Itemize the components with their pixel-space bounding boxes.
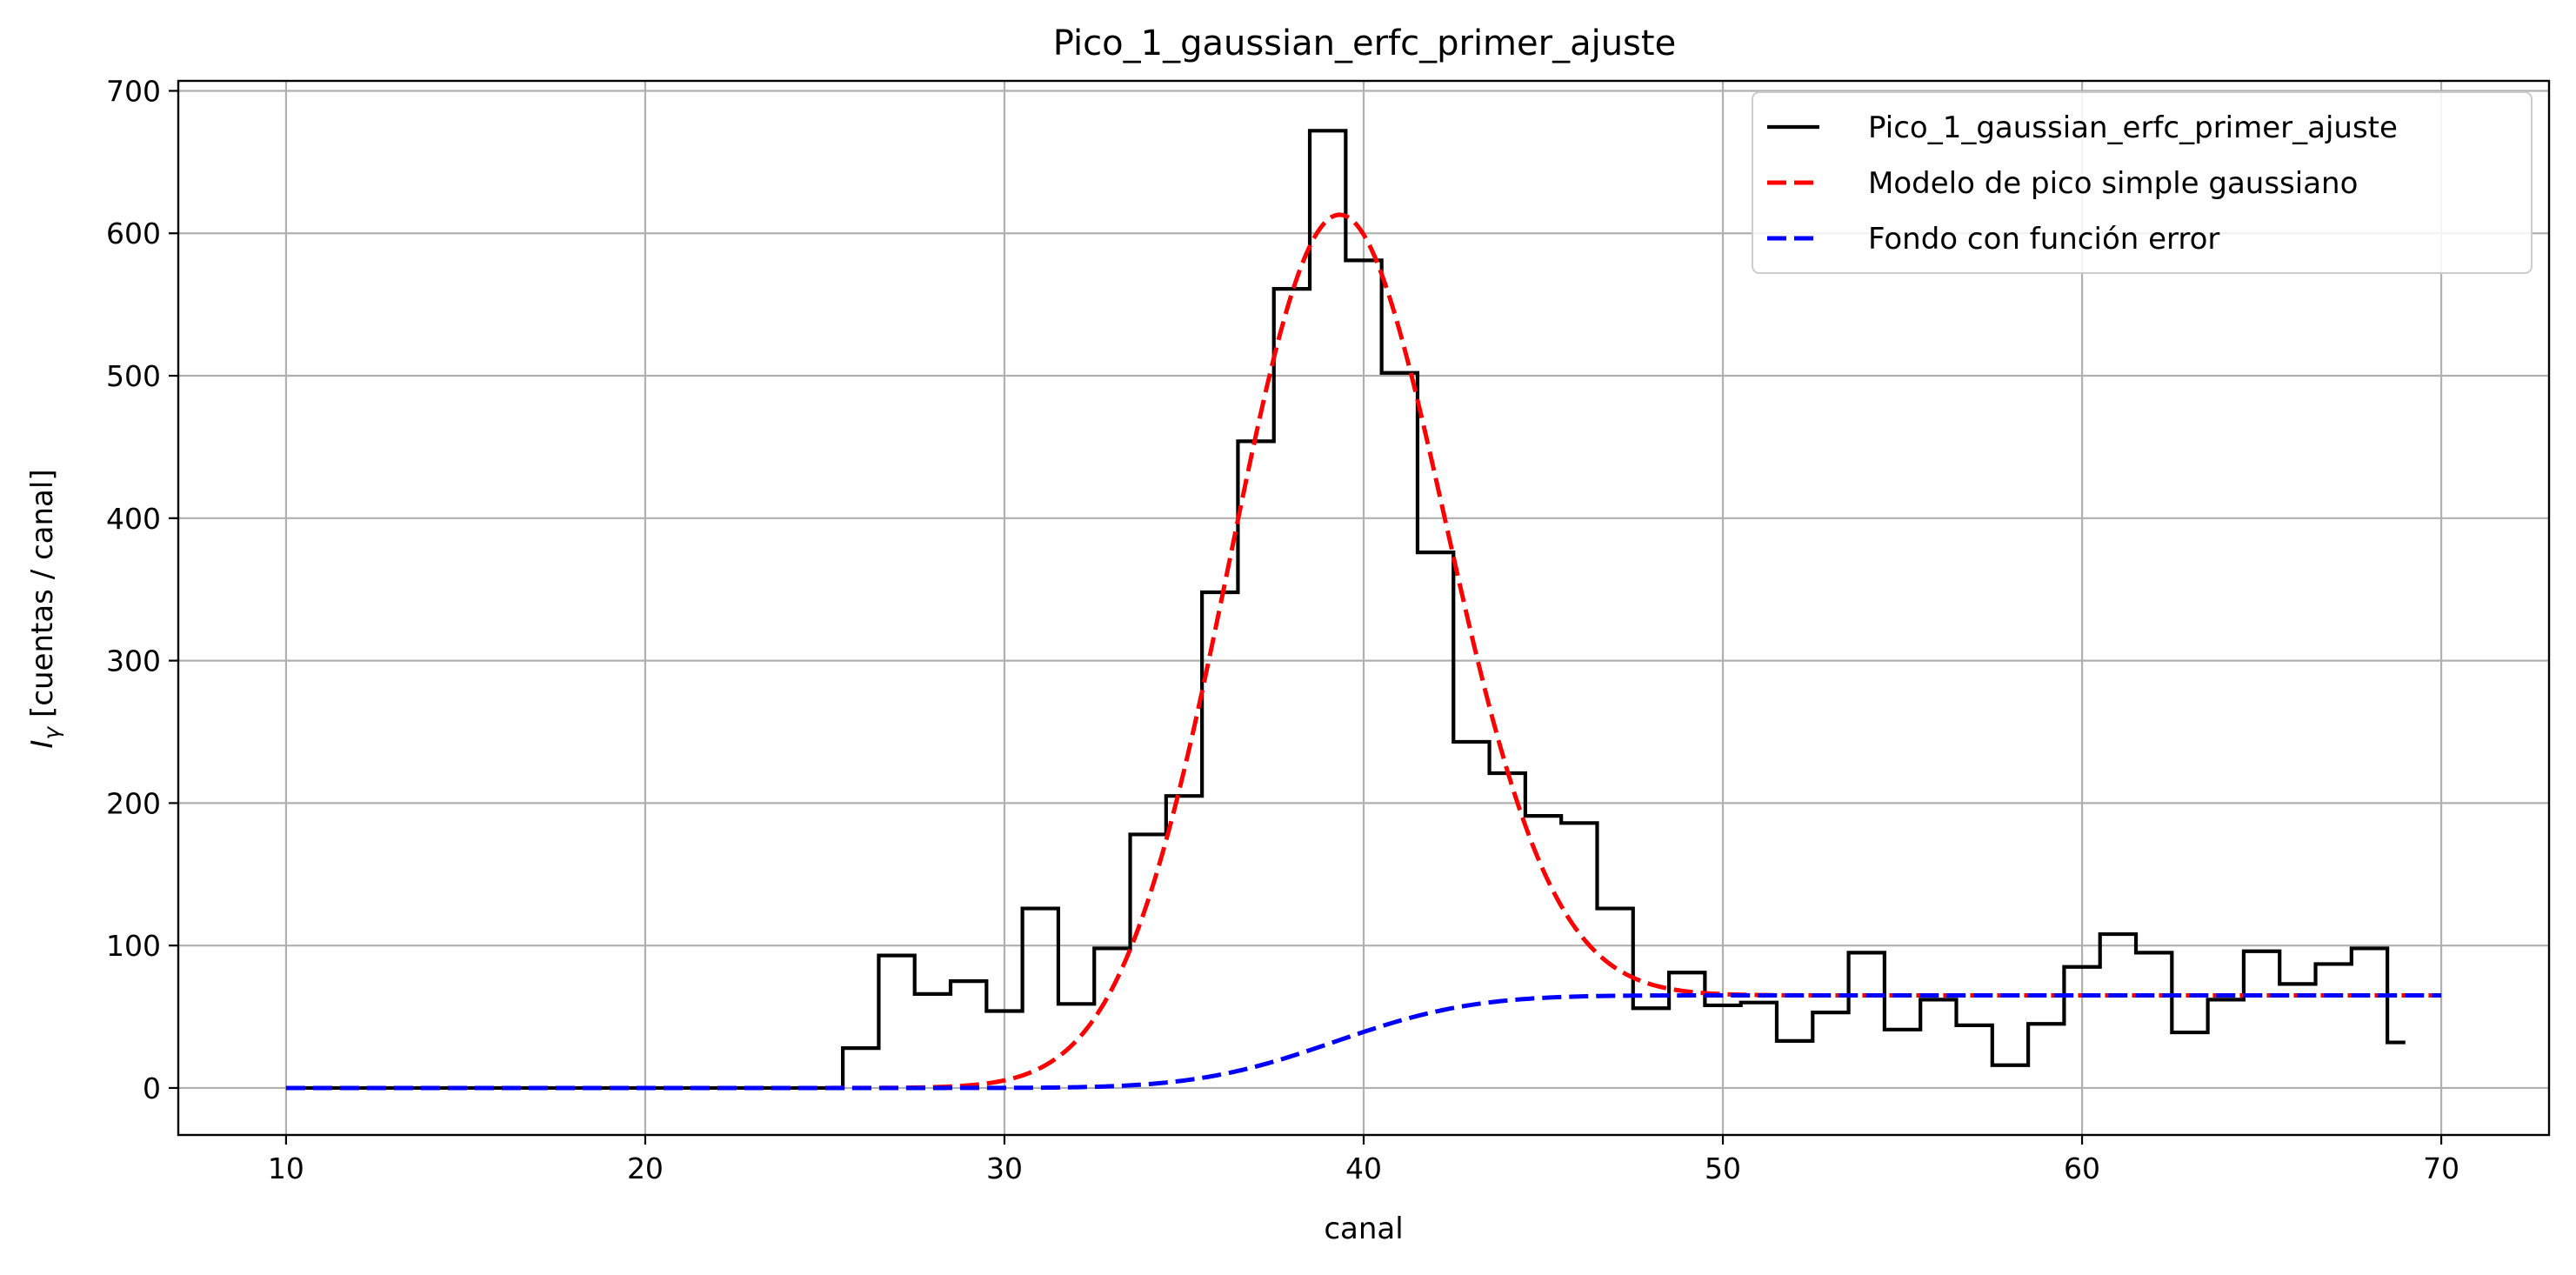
legend-box — [1752, 91, 2533, 274]
y-tick-label-0: 0 — [143, 1071, 161, 1105]
y-tick-label-200: 200 — [106, 786, 161, 820]
histogram-series-line — [285, 129, 2406, 1091]
x-tick-label-20: 20 — [627, 1152, 664, 1185]
x-tick-label-60: 60 — [2064, 1152, 2100, 1185]
x-tick-label-40: 40 — [1345, 1152, 1382, 1185]
y-axis-ticks: 0 100 200 300 400 500 600 700 — [106, 74, 178, 1105]
legend-label-background-model: Fondo con función error — [1868, 222, 2219, 257]
plot-frame — [177, 79, 2551, 1137]
background-model-curve — [285, 992, 2442, 1091]
y-axis-label-subscript: γ — [39, 726, 64, 740]
legend-label-histogram: Pico_1_gaussian_erfc_primer_ajuste — [1868, 110, 2398, 145]
y-tick-label-500: 500 — [106, 359, 161, 393]
x-tick-label-10: 10 — [268, 1152, 304, 1185]
x-tick-label-50: 50 — [1705, 1152, 1741, 1185]
y-axis-label: Iγ [cuentas / canal] — [25, 469, 64, 748]
legend-label-peak-model: Modelo de pico simple gaussiano — [1868, 166, 2358, 201]
legend: Pico_1_gaussian_erfc_primer_ajuste Model… — [1752, 91, 2533, 274]
y-axis-label-symbol: I — [25, 740, 60, 749]
y-axis-label-units: [cuentas / canal] — [25, 469, 60, 726]
x-axis-ticks: 10 20 30 40 50 60 70 — [268, 1135, 2459, 1185]
x-tick-label-70: 70 — [2423, 1152, 2459, 1185]
y-tick-label-600: 600 — [106, 217, 161, 250]
y-tick-label-300: 300 — [106, 644, 161, 678]
x-tick-label-30: 30 — [986, 1152, 1023, 1185]
y-tick-label-700: 700 — [106, 74, 161, 108]
plot-series — [285, 129, 2442, 1091]
y-tick-label-400: 400 — [106, 502, 161, 536]
y-tick-label-100: 100 — [106, 929, 161, 963]
x-axis-label: canal — [1324, 1212, 1403, 1246]
chart-title: Pico_1_gaussian_erfc_primer_ajuste — [1053, 23, 1676, 63]
